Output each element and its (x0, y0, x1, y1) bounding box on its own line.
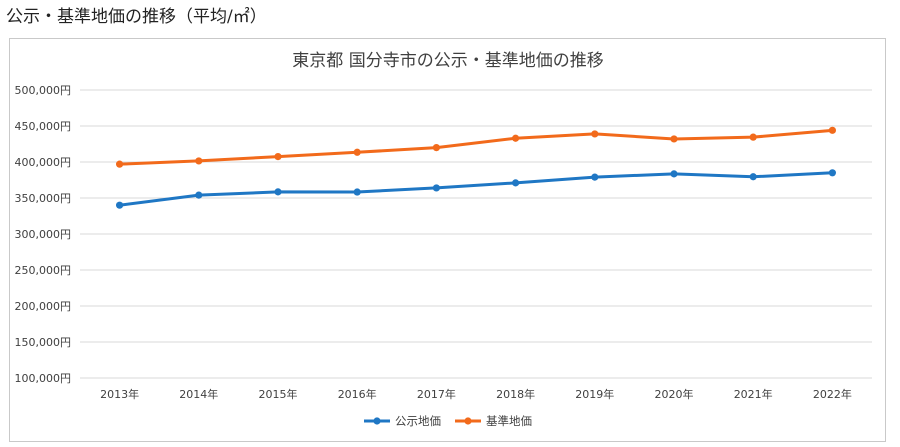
data-point (591, 130, 599, 138)
x-tick-label: 2020年 (655, 387, 694, 401)
data-point (670, 170, 678, 178)
data-point (353, 188, 361, 196)
legend: 公示地価 基準地価 (364, 414, 532, 428)
data-point (116, 160, 124, 168)
x-tick-label: 2013年 (100, 387, 139, 401)
y-tick-label: 150,000円 (15, 336, 72, 349)
data-point (749, 133, 757, 141)
gridlines (80, 89, 872, 379)
y-tick-label: 450,000円 (15, 120, 72, 133)
chart-title: 東京都 国分寺市の公示・基準地価の推移 (292, 51, 603, 71)
x-tick-label: 2019年 (575, 387, 614, 401)
x-tick-label: 2021年 (734, 387, 773, 401)
data-point (432, 144, 440, 152)
series-line-0 (118, 171, 834, 207)
y-tick-label: 100,000円 (15, 372, 72, 385)
y-axis-labels: 100,000円 150,000円 200,000円 250,000円 300,000円… (15, 84, 72, 385)
series-lines (116, 126, 837, 209)
y-tick-label: 250,000円 (15, 264, 72, 277)
data-point (274, 153, 282, 161)
x-tick-label: 2018年 (496, 387, 535, 401)
chart-frame (9, 38, 886, 442)
y-tick-label: 200,000円 (15, 300, 72, 313)
data-point (670, 135, 678, 143)
x-tick-label: 2017年 (417, 387, 456, 401)
x-tick-label: 2014年 (179, 387, 218, 401)
series-line-1 (118, 128, 834, 166)
data-point (116, 201, 124, 209)
y-tick-label: 300,000円 (15, 228, 72, 241)
data-point (749, 173, 757, 181)
page-heading: 公示・基準地価の推移（平均/㎡） (6, 7, 267, 27)
legend-label: 公示地価 (395, 414, 441, 428)
data-point (195, 157, 203, 165)
x-tick-label: 2015年 (259, 387, 298, 401)
data-point (432, 184, 440, 192)
legend-marker (373, 417, 381, 425)
data-point (511, 134, 520, 142)
legend-marker (464, 417, 472, 425)
legend-label: 基準地価 (486, 414, 532, 428)
data-point (828, 126, 837, 134)
y-tick-label: 400,000円 (15, 156, 72, 169)
data-point (274, 188, 282, 196)
y-tick-label: 350,000円 (15, 192, 72, 205)
y-tick-label: 500,000円 (15, 84, 72, 97)
data-point (511, 179, 520, 187)
x-axis-labels: 2013年 2014年 2015年 2016年 2017年 2018年 2019年 2020年… (100, 387, 852, 401)
data-point (353, 148, 361, 156)
data-point (195, 191, 203, 199)
data-point (591, 173, 599, 181)
x-tick-label: 2022年 (813, 387, 852, 401)
data-point (828, 169, 837, 177)
x-tick-label: 2016年 (338, 387, 377, 401)
